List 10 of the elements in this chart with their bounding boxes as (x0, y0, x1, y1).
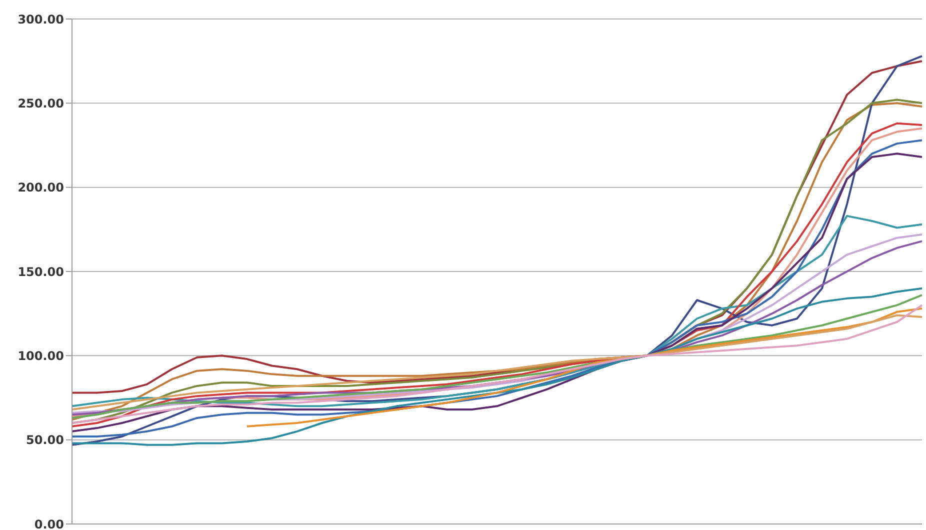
y-tick-label: 0.00 (34, 517, 64, 530)
y-tick-label: 50.00 (26, 433, 64, 448)
y-tick-label: 300.00 (18, 12, 64, 26)
line-series (71, 314, 923, 411)
line-series (246, 308, 923, 428)
y-tick-label: 250.00 (18, 96, 64, 110)
line-series (71, 287, 923, 446)
y-tick-label: 100.00 (18, 348, 64, 363)
y-tick-label: 200.00 (18, 180, 64, 195)
y-tick-label: 150.00 (18, 264, 64, 279)
